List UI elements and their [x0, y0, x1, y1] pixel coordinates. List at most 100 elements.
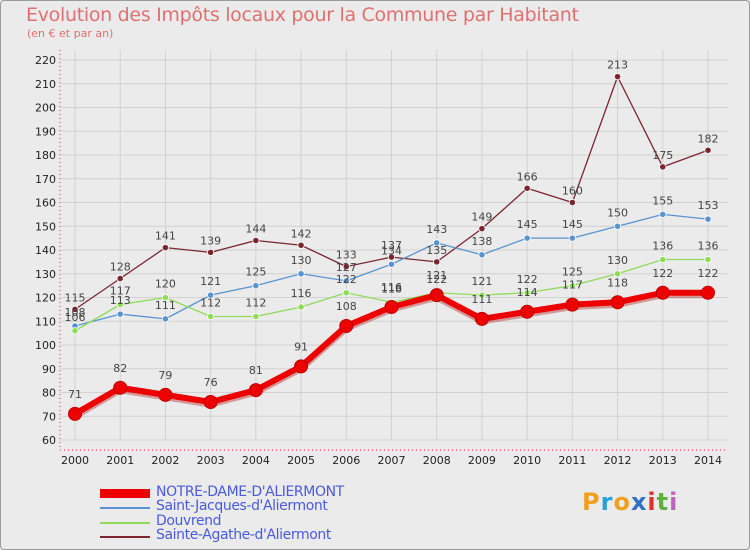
- logo-letter: i: [647, 488, 657, 516]
- data-label: 125: [245, 266, 266, 279]
- legend-label: Sainte-Agathe-d'Aliermont: [156, 527, 331, 543]
- data-label: 122: [336, 273, 357, 286]
- logo-letter: o: [613, 488, 631, 516]
- data-point: [203, 395, 218, 409]
- data-label: 91: [294, 340, 308, 353]
- data-point: [613, 222, 622, 230]
- legend-swatch: [100, 536, 150, 538]
- data-point: [659, 255, 667, 264]
- data-point: [387, 260, 396, 268]
- data-label: 128: [110, 261, 131, 274]
- logo-letter: P: [582, 488, 601, 516]
- data-label: 136: [652, 240, 673, 253]
- plot-area: [60, 50, 728, 440]
- data-point: [704, 255, 712, 264]
- grid: [60, 50, 728, 441]
- data-point: [655, 285, 670, 300]
- data-label: 122: [652, 267, 673, 280]
- data-point: [71, 305, 79, 313]
- legend-swatch: [100, 507, 150, 509]
- data-point: [339, 319, 354, 333]
- data-label: 108: [65, 306, 86, 319]
- data-label: 136: [698, 240, 719, 253]
- data-label: 130: [607, 254, 628, 267]
- data-labels: 115 128 141 139 144 142 133 137 135 149 166 160 213 1…: [65, 59, 719, 401]
- x-tick-label: 2000: [61, 454, 89, 467]
- data-label: 106: [65, 311, 86, 324]
- logo-letter: r: [600, 488, 614, 516]
- data-label: 135: [426, 244, 447, 257]
- x-tick-label: 2009: [468, 454, 496, 467]
- legend-swatch: [100, 522, 150, 524]
- data-point: [474, 311, 489, 326]
- data-label: 213: [607, 59, 628, 72]
- data-label: 116: [381, 281, 402, 294]
- data-label: 137: [381, 239, 402, 252]
- data-point: [294, 359, 309, 374]
- data-point: [342, 263, 350, 271]
- data-point: [297, 303, 305, 311]
- data-label: 145: [562, 218, 583, 231]
- y-tick-label: 160: [35, 197, 56, 210]
- data-point: [68, 406, 82, 421]
- data-point: [659, 210, 667, 218]
- data-point: [384, 300, 399, 314]
- y-tick-label: 90: [42, 363, 56, 376]
- x-tick-label: 2012: [604, 454, 632, 467]
- data-point: [158, 387, 173, 402]
- data-label: 125: [562, 266, 583, 279]
- data-point: [568, 198, 576, 207]
- data-point: [297, 241, 305, 249]
- data-label: 117: [562, 279, 583, 292]
- data-label: 118: [381, 282, 402, 295]
- data-label: 114: [517, 286, 538, 299]
- y-tick-label: 190: [35, 125, 56, 138]
- legend-swatch: [100, 489, 150, 498]
- data-label: 144: [245, 223, 266, 236]
- logo-letter: t: [656, 488, 670, 516]
- data-label: 121: [200, 275, 221, 288]
- data-point: [161, 315, 170, 323]
- data-point: [297, 270, 305, 278]
- data-point: [161, 244, 170, 252]
- data-point: [433, 258, 441, 266]
- y-tick-label: 210: [35, 78, 56, 91]
- legend-label: Saint-Jacques-d'Aliermont: [156, 498, 328, 514]
- data-label: 108: [336, 300, 357, 313]
- y-tick-label: 200: [35, 102, 56, 115]
- data-label: 121: [426, 269, 447, 282]
- data-label: 133: [336, 249, 357, 262]
- data-label: 166: [517, 170, 538, 183]
- data-label: 116: [291, 287, 312, 300]
- data-label: 149: [471, 211, 492, 224]
- logo-letter: x: [630, 488, 648, 516]
- data-label: 130: [291, 254, 312, 267]
- x-tick-label: 2001: [106, 454, 134, 467]
- data-point: [523, 289, 531, 297]
- data-label: 79: [158, 369, 172, 382]
- legend-label: NOTRE-DAME-D'ALIERMONT: [156, 484, 344, 500]
- chart-title: Evolution des Impôts locaux pour la Comm…: [26, 4, 579, 26]
- proxiti-logo: Proxiti: [582, 488, 678, 516]
- data-label: 76: [204, 376, 218, 389]
- y-tick-label: 120: [35, 292, 56, 305]
- y-tick-label: 110: [35, 315, 56, 328]
- data-label: 127: [336, 261, 357, 274]
- data-point: [613, 270, 622, 278]
- data-label: 112: [200, 297, 221, 310]
- x-tick-label: 2010: [513, 454, 541, 467]
- data-label: 115: [65, 291, 86, 304]
- data-label: 112: [245, 297, 266, 310]
- data-label: 82: [113, 362, 127, 375]
- y-tick-label: 180: [35, 149, 56, 162]
- data-point: [520, 304, 535, 319]
- chart-subtitle: (en € et par an): [27, 27, 114, 40]
- data-point: [387, 253, 396, 261]
- data-label: 142: [291, 227, 312, 240]
- data-point: [161, 293, 170, 302]
- data-label: 134: [381, 244, 402, 257]
- data-label: 111: [155, 299, 176, 312]
- data-point: [207, 291, 215, 299]
- data-label: 113: [110, 294, 131, 307]
